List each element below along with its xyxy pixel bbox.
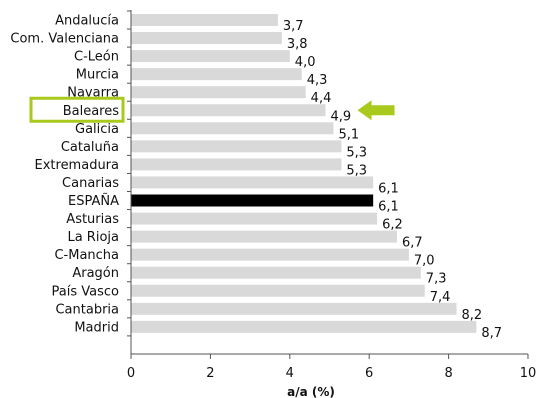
- category-label-murcia: Murcia: [76, 68, 119, 83]
- value-label-pais-vasco: 7,4: [430, 290, 451, 305]
- bar-pais-vasco: [131, 284, 425, 297]
- value-label-baleares: 4,9: [331, 109, 352, 124]
- value-label-extremadura: 5,3: [346, 163, 367, 178]
- category-label-espana: ESPAÑA: [68, 193, 119, 209]
- category-labels-group: Andalucía Com. Valenciana C-León Murcia Nava…: [10, 14, 119, 336]
- category-label-canarias: Canarias: [62, 176, 119, 191]
- annotation-layer: [29, 96, 395, 123]
- value-label-espana: 6,1: [378, 200, 399, 215]
- bar-la-rioja: [131, 230, 397, 243]
- x-tick-label-10: 10: [520, 366, 537, 381]
- value-label-murcia: 4,3: [307, 73, 328, 88]
- category-label-madrid: Madrid: [74, 320, 119, 335]
- value-label-c-mancha: 7,0: [414, 254, 435, 269]
- bar-cataluna: [131, 140, 342, 153]
- bar-navarra: [131, 86, 306, 99]
- category-label-aragon: Aragón: [72, 266, 119, 281]
- x-axis-title: a/a (%): [287, 385, 335, 398]
- category-label-c-mancha: C-Mancha: [54, 248, 119, 263]
- category-label-cantabria: Cantabria: [55, 302, 119, 317]
- value-label-navarra: 4,4: [311, 91, 332, 106]
- category-label-c-leon: C-León: [74, 50, 119, 65]
- x-tick-label-0: 0: [127, 366, 135, 381]
- category-label-cataluna: Cataluña: [61, 140, 119, 155]
- x-tick-label-2: 2: [206, 366, 214, 381]
- category-label-com-valenciana: Com. Valenciana: [10, 32, 119, 47]
- bar-baleares: [131, 104, 326, 117]
- category-label-andalucia: Andalucía: [55, 14, 119, 29]
- x-tick-label-8: 8: [444, 366, 452, 381]
- value-label-asturias: 6,2: [382, 218, 403, 233]
- highlight-box: [29, 96, 125, 123]
- bar-madrid: [131, 320, 477, 333]
- value-label-la-rioja: 6,7: [402, 236, 423, 251]
- bar-aragon: [131, 266, 421, 279]
- bar-andalucia: [131, 14, 278, 26]
- x-tick-label-6: 6: [365, 366, 373, 381]
- bar-cantabria: [131, 302, 457, 315]
- arrow-icon: [357, 100, 395, 121]
- value-label-aragon: 7,3: [426, 272, 447, 287]
- x-axis: 0 2 4 6 8 10: [127, 10, 536, 381]
- category-label-pais-vasco: País Vasco: [52, 284, 120, 299]
- bars-group: [131, 14, 477, 333]
- value-label-cantabria: 8,2: [462, 308, 483, 323]
- category-label-extremadura: Extremadura: [35, 158, 120, 173]
- category-label-asturias: Asturias: [66, 212, 119, 227]
- value-label-cataluna: 5,3: [346, 145, 367, 160]
- value-label-andalucia: 3,7: [283, 19, 304, 34]
- category-label-galicia: Galicia: [75, 122, 119, 137]
- bar-canarias: [131, 176, 374, 189]
- bar-c-leon: [131, 50, 290, 63]
- value-label-c-leon: 4,0: [295, 55, 316, 70]
- bar-extremadura: [131, 158, 342, 171]
- bar-espana: [131, 194, 374, 207]
- bar-galicia: [131, 122, 334, 135]
- bar-asturias: [131, 212, 378, 225]
- category-label-navarra: Navarra: [67, 86, 119, 101]
- value-label-galicia: 5,1: [338, 127, 359, 142]
- value-label-com-valenciana: 3,8: [287, 37, 308, 52]
- category-label-la-rioja: La Rioja: [67, 230, 119, 245]
- value-label-madrid: 8,7: [481, 326, 502, 341]
- bar-c-mancha: [131, 248, 409, 261]
- x-tick-label-4: 4: [286, 366, 294, 381]
- value-label-canarias: 6,1: [378, 181, 399, 196]
- value-labels-group: 3,7 3,8 4,0 4,3 4,4 4,9 5,1 5,3 5,3 6,1 6,1 6,2 6,7 7…: [283, 19, 502, 341]
- category-label-baleares: Baleares: [63, 104, 120, 119]
- bar-murcia: [131, 68, 302, 81]
- bar-com-valenciana: [131, 32, 282, 45]
